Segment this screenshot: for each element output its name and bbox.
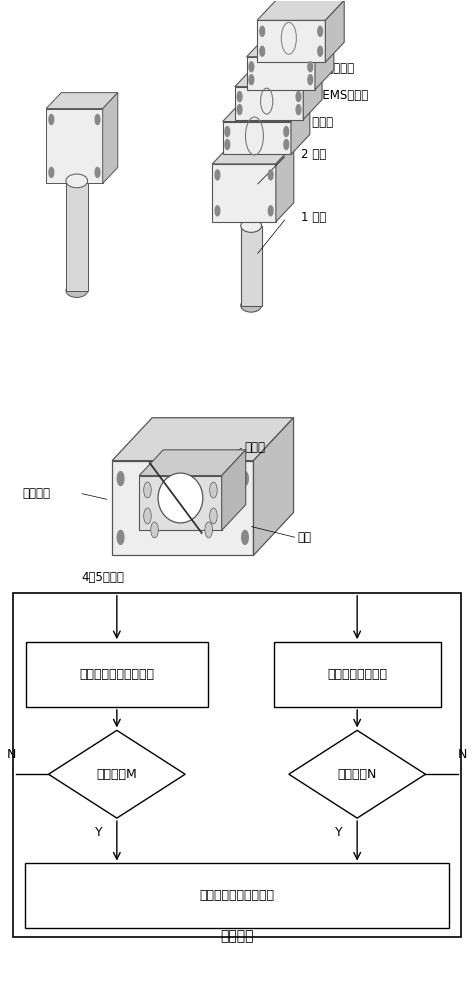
Polygon shape bbox=[66, 181, 88, 291]
Polygon shape bbox=[222, 450, 246, 530]
Polygon shape bbox=[139, 450, 246, 476]
Polygon shape bbox=[223, 122, 291, 154]
Polygon shape bbox=[46, 93, 118, 109]
Circle shape bbox=[49, 167, 54, 177]
Polygon shape bbox=[289, 730, 426, 818]
Circle shape bbox=[117, 530, 124, 544]
Circle shape bbox=[318, 46, 322, 56]
Text: 电子元件: 电子元件 bbox=[23, 487, 51, 500]
Circle shape bbox=[151, 522, 158, 538]
Polygon shape bbox=[223, 102, 310, 122]
Circle shape bbox=[318, 26, 322, 36]
Circle shape bbox=[296, 105, 301, 115]
FancyBboxPatch shape bbox=[273, 642, 441, 707]
Polygon shape bbox=[235, 67, 322, 87]
Polygon shape bbox=[276, 145, 294, 222]
Polygon shape bbox=[254, 418, 293, 555]
Circle shape bbox=[215, 170, 220, 180]
Text: 5 碰撞识别电路: 5 碰撞识别电路 bbox=[301, 62, 354, 75]
Polygon shape bbox=[112, 418, 293, 461]
Circle shape bbox=[117, 472, 124, 486]
Polygon shape bbox=[257, 20, 325, 62]
Circle shape bbox=[225, 140, 230, 149]
Circle shape bbox=[260, 46, 264, 56]
Polygon shape bbox=[212, 164, 276, 222]
Polygon shape bbox=[246, 57, 315, 90]
Text: 监测加速度变化值: 监测加速度变化值 bbox=[327, 668, 387, 681]
Ellipse shape bbox=[66, 284, 88, 297]
Polygon shape bbox=[246, 37, 334, 57]
Circle shape bbox=[210, 482, 217, 498]
Circle shape bbox=[249, 62, 254, 72]
Polygon shape bbox=[291, 102, 310, 154]
Polygon shape bbox=[303, 67, 322, 120]
Circle shape bbox=[284, 127, 289, 137]
Polygon shape bbox=[139, 476, 222, 530]
Polygon shape bbox=[257, 0, 344, 20]
Text: 3 减震垫: 3 减震垫 bbox=[301, 116, 333, 129]
Text: 屏蔽环: 屏蔽环 bbox=[244, 441, 265, 454]
Text: N: N bbox=[457, 748, 467, 761]
Circle shape bbox=[205, 522, 212, 538]
FancyBboxPatch shape bbox=[13, 593, 461, 937]
FancyBboxPatch shape bbox=[26, 642, 208, 707]
Text: 4 MEMS传感器: 4 MEMS传感器 bbox=[301, 89, 368, 102]
Circle shape bbox=[95, 115, 100, 125]
Polygon shape bbox=[235, 87, 303, 120]
Circle shape bbox=[308, 75, 313, 85]
Circle shape bbox=[284, 140, 289, 149]
Circle shape bbox=[308, 62, 313, 72]
Text: 4、5细节图: 4、5细节图 bbox=[81, 571, 124, 584]
FancyBboxPatch shape bbox=[25, 863, 449, 928]
Polygon shape bbox=[325, 0, 344, 62]
Circle shape bbox=[296, 92, 301, 102]
Ellipse shape bbox=[241, 219, 262, 232]
Circle shape bbox=[49, 115, 54, 125]
Polygon shape bbox=[315, 37, 334, 90]
Circle shape bbox=[210, 508, 217, 524]
Circle shape bbox=[242, 472, 248, 486]
Text: 碰撞识别: 碰撞识别 bbox=[220, 929, 254, 943]
Text: 监测陀螺仪倾角变化值: 监测陀螺仪倾角变化值 bbox=[79, 668, 155, 681]
Circle shape bbox=[237, 105, 242, 115]
Circle shape bbox=[249, 75, 254, 85]
Ellipse shape bbox=[241, 299, 262, 312]
Circle shape bbox=[225, 127, 230, 137]
Text: 焊枪发生碰撞停机报警: 焊枪发生碰撞停机报警 bbox=[200, 889, 274, 902]
Polygon shape bbox=[46, 109, 103, 183]
Text: 6 盖板: 6 盖板 bbox=[301, 33, 326, 46]
Text: Y: Y bbox=[336, 826, 343, 839]
Polygon shape bbox=[48, 730, 185, 818]
Polygon shape bbox=[103, 93, 118, 183]
Text: 是否大于M: 是否大于M bbox=[97, 768, 137, 781]
Ellipse shape bbox=[66, 174, 88, 188]
Circle shape bbox=[237, 92, 242, 102]
Text: N: N bbox=[7, 748, 17, 761]
Polygon shape bbox=[112, 461, 254, 555]
Text: Y: Y bbox=[95, 826, 103, 839]
Circle shape bbox=[215, 206, 220, 216]
Text: 焊丝: 焊丝 bbox=[297, 531, 311, 544]
Circle shape bbox=[144, 482, 151, 498]
Polygon shape bbox=[241, 226, 262, 306]
Text: 是否大于N: 是否大于N bbox=[337, 768, 377, 781]
Polygon shape bbox=[212, 145, 294, 164]
Circle shape bbox=[242, 530, 248, 544]
Circle shape bbox=[268, 170, 273, 180]
Circle shape bbox=[144, 508, 151, 524]
Text: 1 焊丝: 1 焊丝 bbox=[301, 211, 326, 224]
Text: 2 枪头: 2 枪头 bbox=[301, 148, 326, 161]
Circle shape bbox=[268, 206, 273, 216]
Ellipse shape bbox=[158, 473, 203, 523]
Circle shape bbox=[95, 167, 100, 177]
Circle shape bbox=[260, 26, 264, 36]
